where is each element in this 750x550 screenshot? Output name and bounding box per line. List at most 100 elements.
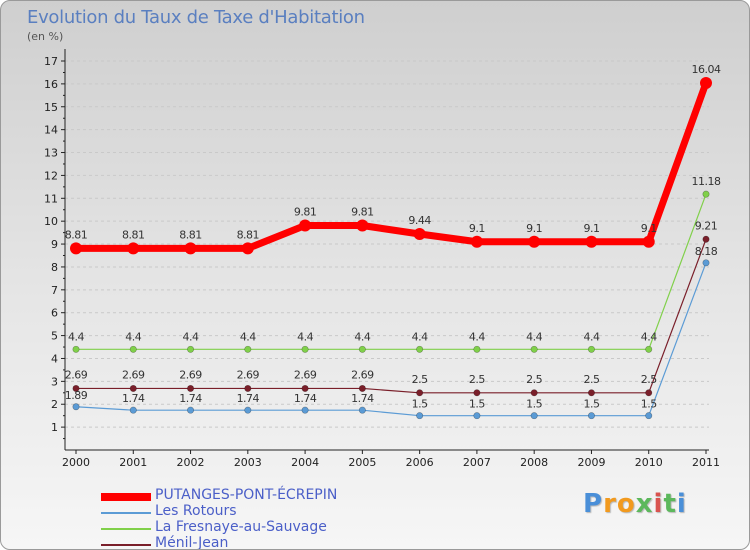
- data-label: 2.5: [469, 373, 485, 386]
- legend-item-menil: Ménil-Jean: [101, 535, 421, 550]
- data-label: 2.69: [122, 368, 145, 381]
- legend-label-menil: Ménil-Jean: [155, 535, 229, 550]
- data-point: [127, 242, 140, 255]
- data-point: [528, 235, 541, 248]
- data-label: 9.1: [469, 222, 485, 235]
- proxiti-logo: Proxiti: [583, 489, 687, 519]
- data-point: [301, 345, 309, 353]
- data-point: [642, 235, 655, 248]
- legend-label-fresnaye: La Fresnaye-au-Sauvage: [155, 519, 327, 535]
- legend-item-rotours: Les Rotours: [101, 503, 421, 521]
- data-label: 8.18: [695, 245, 718, 258]
- data-point: [358, 345, 366, 353]
- data-label: 4.4: [125, 330, 141, 343]
- y-tick-label: 12: [44, 169, 58, 182]
- data-point: [470, 235, 483, 248]
- data-point: [530, 412, 538, 420]
- data-label: 8.81: [122, 228, 145, 241]
- data-point: [184, 242, 197, 255]
- x-tick-label: 2006: [406, 456, 434, 469]
- data-point: [72, 384, 80, 392]
- data-label: 9.81: [351, 206, 374, 219]
- legend-swatch-menil: [101, 544, 151, 546]
- data-label: 11.18: [692, 175, 721, 188]
- data-point: [356, 219, 369, 232]
- data-point: [530, 389, 538, 397]
- data-point: [587, 412, 595, 420]
- y-tick-label: 6: [51, 307, 58, 320]
- data-point: [473, 389, 481, 397]
- data-label: 4.4: [641, 330, 657, 343]
- data-label: 4.4: [469, 330, 485, 343]
- data-point: [645, 412, 653, 420]
- y-tick-label: 15: [44, 101, 58, 114]
- data-label: 2.69: [351, 368, 374, 381]
- data-point: [187, 384, 195, 392]
- data-label: 9.1: [641, 222, 657, 235]
- data-point: [129, 406, 137, 414]
- x-tick-label: 2002: [177, 456, 205, 469]
- y-tick-label: 13: [44, 147, 58, 160]
- y-tick-label: 10: [44, 215, 58, 228]
- data-label: 1.74: [351, 392, 374, 405]
- data-label: 4.4: [583, 330, 599, 343]
- data-label: 1.5: [412, 398, 428, 411]
- chart-legend: PUTANGES-PONT-ÉCREPIN Les Rotours La Fre…: [101, 487, 421, 550]
- y-tick-label: 11: [44, 192, 58, 205]
- data-label: 1.74: [294, 392, 317, 405]
- data-point: [702, 190, 710, 198]
- data-label: 2.69: [65, 368, 88, 381]
- data-label: 8.81: [65, 228, 88, 241]
- data-point: [645, 389, 653, 397]
- data-label: 9.21: [695, 219, 718, 232]
- x-tick-label: 2011: [692, 456, 720, 469]
- data-point: [301, 406, 309, 414]
- x-tick-label: 2000: [62, 456, 90, 469]
- y-tick-label: 8: [51, 261, 58, 274]
- data-label: 1.74: [122, 392, 145, 405]
- data-label: 9.1: [583, 222, 599, 235]
- data-point: [244, 384, 252, 392]
- data-label: 2.5: [641, 373, 657, 386]
- legend-swatch-putanges: [101, 493, 151, 501]
- y-tick-label: 1: [51, 421, 58, 434]
- y-tick-label: 9: [51, 238, 58, 251]
- data-label: 2.5: [583, 373, 599, 386]
- x-tick-label: 2001: [119, 456, 147, 469]
- y-tick-label: 14: [44, 124, 58, 137]
- data-point: [702, 259, 710, 267]
- data-label: 1.89: [65, 389, 88, 402]
- data-label: 9.44: [408, 214, 431, 227]
- data-point: [473, 412, 481, 420]
- series-line: [75, 193, 707, 350]
- chart-title: Evolution du Taux de Taxe d'Habitation: [27, 7, 365, 28]
- series-line: [72, 79, 710, 252]
- data-label: 4.4: [412, 330, 428, 343]
- data-label: 2.69: [179, 368, 202, 381]
- legend-swatch-rotours: [101, 512, 151, 514]
- data-label: 1.5: [641, 398, 657, 411]
- legend-label-rotours: Les Rotours: [155, 503, 237, 519]
- legend-item-fresnaye: La Fresnaye-au-Sauvage: [101, 519, 421, 537]
- data-point: [244, 345, 252, 353]
- data-label: 16.04: [692, 63, 721, 76]
- data-point: [241, 242, 254, 255]
- legend-label-putanges: PUTANGES-PONT-ÉCREPIN: [155, 487, 338, 503]
- y-tick-label: 17: [44, 55, 58, 68]
- data-label: 4.4: [354, 330, 370, 343]
- legend-item-putanges: PUTANGES-PONT-ÉCREPIN: [101, 487, 421, 505]
- chart-unit-label: (en %): [27, 30, 64, 43]
- data-point: [416, 412, 424, 420]
- data-point: [301, 384, 309, 392]
- data-point: [413, 227, 426, 240]
- x-tick-label: 2008: [520, 456, 548, 469]
- data-label: 8.81: [237, 228, 260, 241]
- data-label: 4.4: [526, 330, 542, 343]
- data-point: [645, 345, 653, 353]
- data-label: 1.5: [583, 398, 599, 411]
- data-point: [473, 345, 481, 353]
- data-label: 2.69: [237, 368, 260, 381]
- y-tick-label: 4: [51, 352, 58, 365]
